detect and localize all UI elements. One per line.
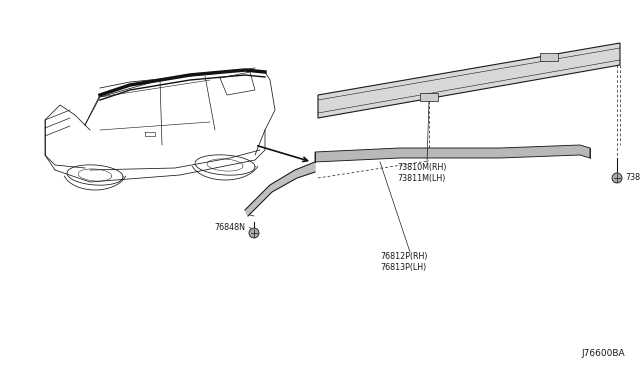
Circle shape bbox=[249, 228, 259, 238]
Text: J76600BA: J76600BA bbox=[581, 349, 625, 358]
Bar bbox=[540, 53, 558, 61]
Polygon shape bbox=[318, 43, 620, 118]
Text: 76813P(LH): 76813P(LH) bbox=[380, 263, 426, 272]
Polygon shape bbox=[245, 162, 315, 216]
Bar bbox=[420, 93, 438, 101]
Circle shape bbox=[612, 173, 622, 183]
Text: 73856J: 73856J bbox=[625, 173, 640, 183]
Text: 76848N: 76848N bbox=[214, 222, 245, 231]
Text: 73810M(RH): 73810M(RH) bbox=[397, 163, 447, 172]
Polygon shape bbox=[315, 145, 590, 162]
Text: 76812P(RH): 76812P(RH) bbox=[380, 252, 428, 261]
Text: 73811M(LH): 73811M(LH) bbox=[397, 174, 445, 183]
